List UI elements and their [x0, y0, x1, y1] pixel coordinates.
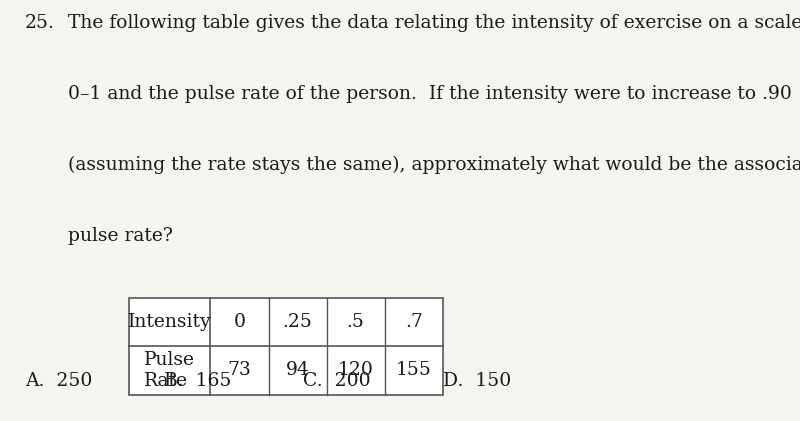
Text: Intensity: Intensity	[128, 313, 212, 331]
Text: pulse rate?: pulse rate?	[68, 227, 173, 245]
Text: 155: 155	[396, 362, 432, 379]
Text: .7: .7	[405, 313, 422, 331]
Text: 25.: 25.	[25, 14, 54, 32]
Text: B.  165: B. 165	[164, 372, 231, 390]
Text: Pulse
Rate: Pulse Rate	[144, 351, 195, 390]
Text: (assuming the rate stays the same), approximately what would be the associated: (assuming the rate stays the same), appr…	[68, 156, 800, 174]
Text: The following table gives the data relating the intensity of exercise on a scale: The following table gives the data relat…	[68, 14, 800, 32]
Text: 120: 120	[338, 362, 374, 379]
Text: A.  250: A. 250	[25, 372, 92, 390]
Text: 0: 0	[234, 313, 246, 331]
Text: .25: .25	[282, 313, 313, 331]
Text: C.  200: C. 200	[303, 372, 371, 390]
Text: .5: .5	[346, 313, 365, 331]
Text: 73: 73	[227, 362, 251, 379]
Text: 94: 94	[286, 362, 310, 379]
Text: 0–1 and the pulse rate of the person.  If the intensity were to increase to .90: 0–1 and the pulse rate of the person. If…	[68, 85, 792, 103]
Text: D.  150: D. 150	[442, 372, 511, 390]
